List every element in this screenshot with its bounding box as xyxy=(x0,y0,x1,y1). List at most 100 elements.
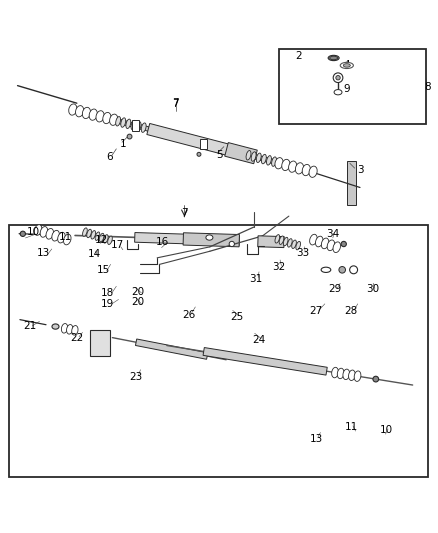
Ellipse shape xyxy=(348,370,354,381)
Text: 3: 3 xyxy=(356,165,363,175)
Text: 10: 10 xyxy=(379,425,392,435)
Ellipse shape xyxy=(205,235,212,240)
Ellipse shape xyxy=(89,109,97,120)
Ellipse shape xyxy=(110,114,117,125)
Ellipse shape xyxy=(308,166,316,177)
Bar xyxy=(90,329,110,356)
Text: 32: 32 xyxy=(272,262,285,271)
Polygon shape xyxy=(135,339,207,359)
Ellipse shape xyxy=(295,163,303,174)
Text: 10: 10 xyxy=(26,227,39,237)
Text: 5: 5 xyxy=(215,150,223,159)
Polygon shape xyxy=(257,236,283,248)
Ellipse shape xyxy=(332,73,342,83)
Ellipse shape xyxy=(246,150,251,160)
Ellipse shape xyxy=(332,242,340,253)
Text: 4: 4 xyxy=(343,60,350,70)
Text: 29: 29 xyxy=(327,284,340,294)
Ellipse shape xyxy=(46,229,53,239)
Text: 16: 16 xyxy=(155,237,169,247)
Text: 13: 13 xyxy=(309,433,322,443)
Ellipse shape xyxy=(315,236,322,247)
Text: 1: 1 xyxy=(119,140,126,149)
Ellipse shape xyxy=(67,325,73,334)
Text: 31: 31 xyxy=(248,274,261,284)
Bar xyxy=(199,139,206,149)
Ellipse shape xyxy=(288,161,296,172)
Ellipse shape xyxy=(126,119,131,128)
Ellipse shape xyxy=(335,76,339,80)
Ellipse shape xyxy=(251,152,255,161)
Ellipse shape xyxy=(321,267,330,272)
Ellipse shape xyxy=(229,241,234,247)
Ellipse shape xyxy=(342,369,349,379)
Ellipse shape xyxy=(69,104,77,115)
Text: 21: 21 xyxy=(23,321,36,331)
Ellipse shape xyxy=(40,227,48,237)
Ellipse shape xyxy=(343,63,350,67)
Ellipse shape xyxy=(52,230,59,241)
Text: 7: 7 xyxy=(172,98,179,108)
Ellipse shape xyxy=(271,157,276,166)
Ellipse shape xyxy=(61,324,67,333)
Ellipse shape xyxy=(333,90,341,95)
Bar xyxy=(131,120,138,131)
Ellipse shape xyxy=(340,241,346,247)
Ellipse shape xyxy=(127,134,132,139)
Ellipse shape xyxy=(321,238,328,249)
Text: 19: 19 xyxy=(101,299,114,309)
Ellipse shape xyxy=(256,153,261,163)
Ellipse shape xyxy=(99,233,104,242)
Text: 34: 34 xyxy=(325,229,339,239)
Ellipse shape xyxy=(107,236,112,245)
Text: 11: 11 xyxy=(344,422,357,432)
Ellipse shape xyxy=(281,159,289,171)
Text: 24: 24 xyxy=(252,335,265,345)
Text: 25: 25 xyxy=(230,312,243,322)
Ellipse shape xyxy=(87,229,91,238)
Ellipse shape xyxy=(309,235,316,245)
Ellipse shape xyxy=(301,164,310,176)
Ellipse shape xyxy=(336,368,343,378)
Ellipse shape xyxy=(274,235,279,243)
Ellipse shape xyxy=(120,118,125,127)
Text: 17: 17 xyxy=(111,240,124,251)
Text: 8: 8 xyxy=(424,83,431,92)
Polygon shape xyxy=(104,116,284,167)
Text: 20: 20 xyxy=(131,297,145,308)
Ellipse shape xyxy=(71,326,78,335)
Ellipse shape xyxy=(91,231,95,239)
Ellipse shape xyxy=(103,235,108,243)
Text: 23: 23 xyxy=(129,372,142,382)
Text: 28: 28 xyxy=(344,306,357,316)
Text: 26: 26 xyxy=(182,310,195,320)
Ellipse shape xyxy=(34,225,42,236)
Ellipse shape xyxy=(339,62,353,69)
Text: 18: 18 xyxy=(101,288,114,298)
Ellipse shape xyxy=(338,266,345,273)
Ellipse shape xyxy=(372,376,378,382)
Ellipse shape xyxy=(116,117,120,126)
Ellipse shape xyxy=(329,56,337,60)
Ellipse shape xyxy=(353,371,360,382)
Ellipse shape xyxy=(82,228,87,236)
Bar xyxy=(278,49,425,124)
Text: 20: 20 xyxy=(131,287,145,296)
Text: 7: 7 xyxy=(180,208,187,218)
Ellipse shape xyxy=(287,239,292,247)
Text: 27: 27 xyxy=(309,306,322,316)
Ellipse shape xyxy=(141,123,146,132)
Polygon shape xyxy=(203,348,326,375)
Ellipse shape xyxy=(349,266,357,274)
Text: 30: 30 xyxy=(365,284,378,294)
Text: 11: 11 xyxy=(59,232,72,241)
Text: 14: 14 xyxy=(88,249,101,259)
Text: 2: 2 xyxy=(294,51,301,61)
Ellipse shape xyxy=(295,241,300,250)
Text: 33: 33 xyxy=(296,248,309,259)
Ellipse shape xyxy=(197,152,201,156)
Text: 12: 12 xyxy=(94,235,107,245)
Text: 13: 13 xyxy=(37,248,50,259)
Ellipse shape xyxy=(57,232,65,243)
Text: 6: 6 xyxy=(106,152,113,161)
